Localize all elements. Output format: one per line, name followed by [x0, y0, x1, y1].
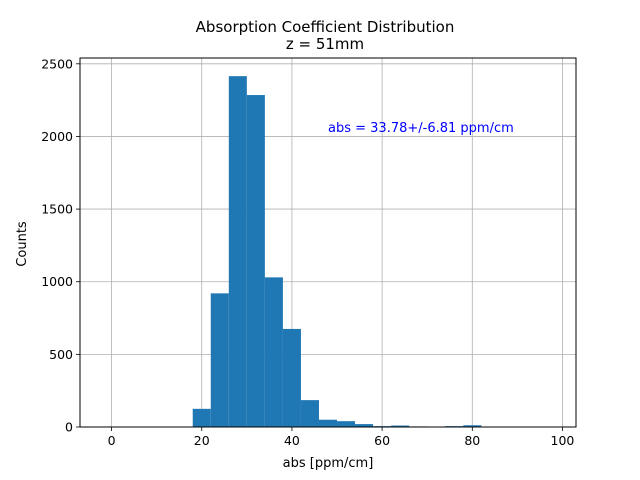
histogram-bars [192, 76, 554, 427]
histogram-bar [391, 425, 410, 427]
chart-subtitle: z = 51mm [286, 35, 364, 53]
histogram-bar [246, 95, 265, 427]
y-tick-label: 1000 [41, 274, 73, 289]
histogram-bar [210, 293, 229, 427]
y-tick-label: 1500 [41, 202, 73, 217]
x-tick-label: 0 [108, 433, 116, 448]
y-tick-label: 500 [49, 347, 73, 362]
histogram-bar [318, 419, 338, 427]
histogram-bar [337, 421, 356, 427]
y-axis-label: Counts [15, 221, 30, 267]
x-axis-ticks: 0 20 40 60 80 100 [108, 427, 575, 448]
histogram-bar [192, 408, 211, 427]
histogram-bar [228, 76, 247, 427]
histogram-bar [300, 400, 319, 427]
y-axis-ticks: 0 500 1000 1500 2000 2500 [41, 56, 80, 435]
x-tick-label: 60 [374, 433, 390, 448]
x-tick-label: 40 [284, 433, 300, 448]
x-axis-label: abs [ppm/cm] [283, 456, 374, 471]
x-tick-label: 80 [464, 433, 480, 448]
y-tick-label: 2500 [41, 56, 73, 71]
chart-title: Absorption Coefficient Distribution [196, 18, 455, 36]
x-tick-label: 20 [194, 433, 210, 448]
histogram-bar [463, 425, 482, 427]
histogram-bar [355, 424, 374, 427]
y-tick-label: 0 [65, 420, 73, 435]
plot-frame [79, 57, 577, 428]
y-tick-label: 2000 [41, 129, 73, 144]
histogram-bar [264, 277, 283, 427]
x-tick-label: 100 [551, 433, 575, 448]
histogram-bar [282, 328, 301, 427]
grid-lines [80, 58, 576, 428]
mean-annotation: abs = 33.78+/-6.81 ppm/cm [328, 121, 514, 136]
